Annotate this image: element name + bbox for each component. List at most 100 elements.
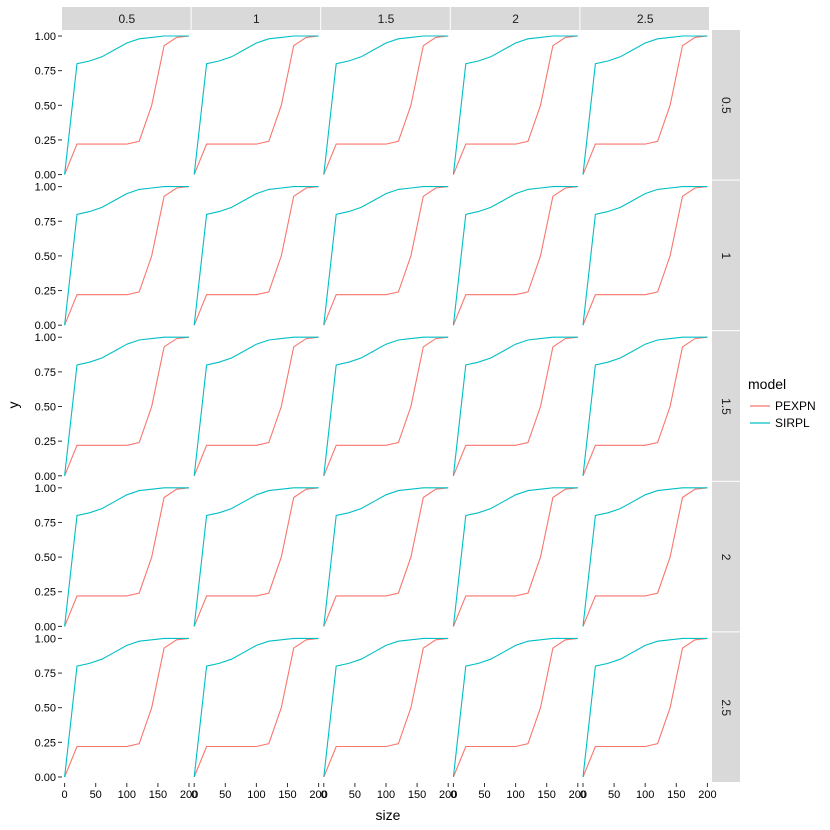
panel-background — [321, 180, 450, 331]
y-tick-label: 0.75 — [35, 66, 56, 78]
facet-panel — [450, 30, 580, 180]
series-line-sirpl — [582, 336, 708, 476]
series-line-pexpn — [193, 186, 319, 326]
facet-panel — [580, 481, 709, 632]
series-line-pexpn — [323, 487, 449, 627]
x-tick-label: 150 — [149, 789, 167, 801]
series-line-pexpn — [64, 35, 190, 175]
y-tick-label: 0.25 — [35, 737, 56, 749]
column-strip-label: 2 — [512, 12, 519, 26]
column-strip-label: 2.5 — [637, 12, 654, 26]
x-tick-label: 150 — [408, 789, 426, 801]
row-strip-label: 2.5 — [719, 699, 733, 716]
x-tick-label: 200 — [569, 789, 587, 801]
x-tick-label: 50 — [608, 789, 620, 801]
series-line-sirpl — [452, 35, 578, 175]
panel-background — [191, 30, 321, 180]
series-line-pexpn — [452, 336, 578, 477]
facet-panel — [62, 632, 191, 782]
x-tick-label: 0 — [580, 789, 586, 801]
y-tick-label: 0.00 — [35, 621, 56, 633]
x-axis-title: size — [376, 807, 401, 823]
row-strip — [712, 632, 740, 782]
series-line-pexpn — [64, 336, 190, 477]
panel-background — [62, 481, 191, 632]
legend: model PEXPN SIRPL — [748, 376, 816, 430]
facet-panel — [191, 481, 321, 632]
x-tick-label: 100 — [247, 789, 265, 801]
panel-background — [450, 632, 580, 782]
series-line-sirpl — [582, 35, 708, 175]
column-strip — [321, 7, 450, 30]
series-line-pexpn — [582, 186, 708, 326]
facet-panel — [580, 30, 709, 180]
series-line-sirpl — [64, 35, 189, 175]
series-line-pexpn — [323, 336, 449, 477]
facet-panel — [321, 30, 450, 180]
series-line-sirpl — [64, 637, 189, 778]
series-line-pexpn — [452, 186, 578, 326]
y-tick-label: 1.00 — [35, 182, 56, 194]
column-strip-label: 0.5 — [118, 12, 135, 26]
panel-background — [450, 30, 580, 180]
row-strip — [712, 30, 740, 180]
x-tick-label: 50 — [349, 789, 361, 801]
series-line-pexpn — [193, 487, 319, 627]
series-line-pexpn — [452, 35, 578, 175]
x-tick-label: 200 — [309, 789, 327, 801]
panel-background — [321, 331, 450, 481]
y-tick-label: 0.25 — [35, 436, 56, 448]
facet-panel — [450, 632, 580, 782]
series-line-sirpl — [64, 336, 189, 476]
facet-panel — [191, 632, 321, 782]
row-strip-label: 2 — [719, 554, 733, 561]
facet-panel — [62, 481, 191, 632]
panel-background — [62, 331, 191, 481]
row-strip — [712, 331, 740, 481]
series-line-pexpn — [193, 35, 319, 175]
y-tick-label: 0.50 — [35, 402, 56, 414]
panel-background — [321, 632, 450, 782]
panel-background — [580, 331, 709, 481]
y-axis: 0.000.250.500.751.000.000.250.500.751.00… — [35, 31, 62, 784]
series-line-sirpl — [452, 186, 578, 326]
x-tick-label: 0 — [450, 789, 456, 801]
x-tick-label: 150 — [278, 789, 296, 801]
panel-background — [450, 331, 580, 481]
series-line-pexpn — [323, 186, 449, 326]
x-tick-label: 200 — [698, 789, 716, 801]
series-line-sirpl — [582, 186, 708, 326]
series-line-sirpl — [452, 637, 578, 778]
x-tick-label: 50 — [219, 789, 231, 801]
panel-background — [62, 632, 191, 782]
series-line-sirpl — [452, 487, 578, 627]
series-line-sirpl — [193, 35, 319, 175]
facet-panel — [580, 331, 709, 481]
column-strip — [62, 7, 191, 30]
series-line-pexpn — [64, 186, 190, 326]
y-tick-label: 0.75 — [35, 668, 56, 680]
panel-background — [62, 30, 191, 180]
y-tick-label: 0.50 — [35, 552, 56, 564]
facet-panel — [450, 481, 580, 632]
x-tick-label: 100 — [377, 789, 395, 801]
series-line-pexpn — [582, 487, 708, 627]
x-tick-label: 0 — [62, 789, 68, 801]
facet-panel — [580, 632, 709, 782]
series-line-sirpl — [193, 637, 319, 778]
series-line-pexpn — [64, 637, 190, 778]
panel-background — [580, 632, 709, 782]
panel-background — [191, 632, 321, 782]
facet-panel — [62, 30, 191, 180]
facet-panel — [321, 180, 450, 331]
panel-background — [191, 331, 321, 481]
y-tick-label: 0.00 — [35, 170, 56, 182]
series-line-pexpn — [64, 487, 190, 627]
series-line-sirpl — [323, 487, 449, 627]
series-line-pexpn — [582, 336, 708, 477]
panel-background — [321, 30, 450, 180]
legend-title: model — [748, 376, 786, 392]
panel-background — [450, 481, 580, 632]
